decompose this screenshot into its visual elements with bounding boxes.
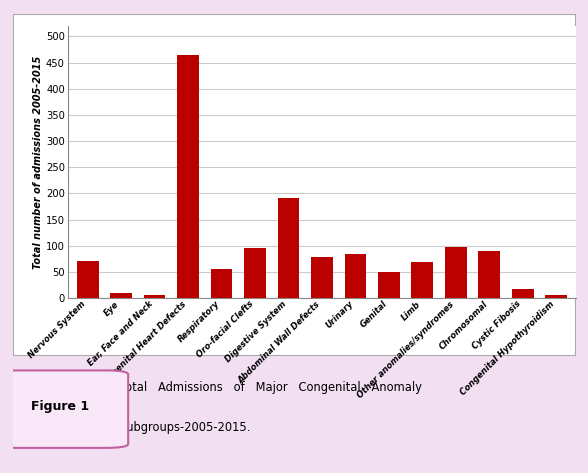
Bar — [545, 295, 567, 298]
Bar — [378, 272, 400, 298]
Bar — [177, 55, 199, 298]
Bar — [311, 257, 333, 298]
Bar — [445, 247, 467, 298]
Bar — [77, 262, 99, 298]
Bar — [143, 295, 165, 298]
Bar — [512, 289, 533, 298]
Bar — [211, 269, 232, 298]
Bar — [244, 248, 266, 298]
Bar — [278, 198, 299, 298]
Text: Total   Admissions   of   Major   Congenital   Anomaly: Total Admissions of Major Congenital Ano… — [120, 381, 422, 394]
Y-axis label: Total number of admissions 2005-2015: Total number of admissions 2005-2015 — [33, 55, 43, 269]
Bar — [479, 251, 500, 298]
FancyBboxPatch shape — [0, 370, 128, 448]
Text: Subgroups-2005-2015.: Subgroups-2005-2015. — [120, 420, 251, 434]
Bar — [345, 254, 366, 298]
Bar — [412, 263, 433, 298]
Bar — [111, 293, 132, 298]
Text: Figure 1: Figure 1 — [31, 400, 89, 412]
